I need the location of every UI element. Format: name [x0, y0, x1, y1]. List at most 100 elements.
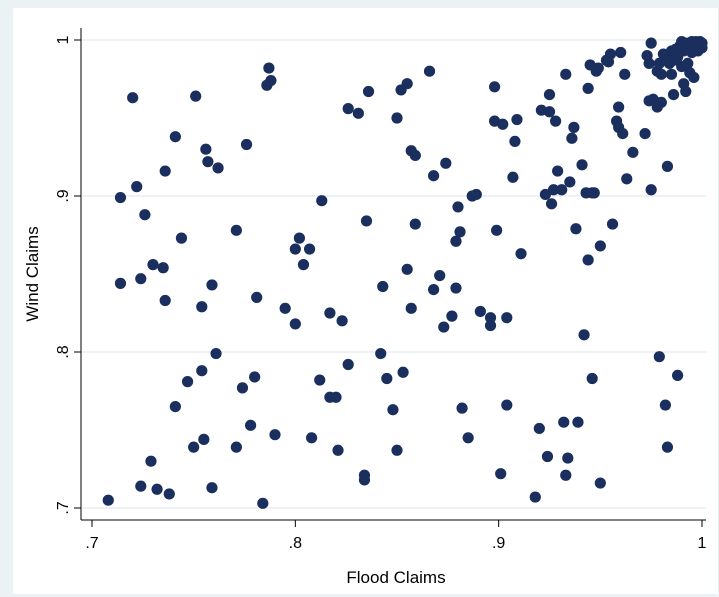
data-point — [552, 165, 564, 177]
data-point — [497, 118, 509, 130]
data-point — [572, 416, 584, 428]
data-point — [236, 382, 249, 394]
data-point — [147, 259, 159, 271]
data-point — [423, 65, 436, 77]
data-point — [360, 215, 373, 227]
data-point — [491, 224, 503, 236]
data-point — [196, 365, 208, 377]
data-point — [515, 248, 527, 260]
data-point — [387, 404, 399, 416]
y-tick-label: .8 — [55, 345, 72, 358]
data-point — [202, 156, 214, 168]
data-point — [539, 188, 552, 201]
data-point — [263, 62, 275, 74]
data-point — [198, 433, 210, 445]
data-point — [151, 483, 163, 495]
data-point — [401, 78, 413, 90]
data-point — [289, 318, 301, 330]
data-point — [576, 159, 588, 171]
data-point — [446, 310, 458, 322]
data-point — [545, 198, 558, 210]
data-point — [594, 477, 606, 489]
x-tick-label: .9 — [492, 535, 505, 552]
data-point — [257, 497, 269, 509]
data-point — [564, 176, 576, 188]
data-point — [163, 488, 175, 500]
data-point — [391, 112, 403, 124]
data-point — [501, 312, 513, 324]
data-point — [507, 171, 519, 183]
data-point — [297, 259, 310, 271]
data-point — [529, 491, 541, 503]
data-point — [619, 68, 631, 80]
data-point — [190, 90, 202, 102]
data-point — [582, 82, 594, 94]
data-point — [352, 107, 364, 119]
data-point — [450, 282, 462, 294]
y-axis-title: Wind Claims — [23, 226, 42, 321]
data-point — [688, 71, 700, 84]
data-point — [265, 74, 277, 87]
data-point — [145, 455, 157, 467]
data-point — [169, 131, 181, 143]
data-point — [541, 450, 554, 463]
data-point — [131, 181, 143, 193]
data-point — [114, 191, 127, 204]
data-point — [405, 302, 417, 314]
data-point — [617, 128, 629, 140]
data-point — [533, 422, 545, 435]
data-point — [391, 444, 403, 456]
y-tick-label: .7 — [55, 501, 72, 514]
data-point — [594, 240, 606, 252]
data-point — [269, 429, 281, 441]
data-point — [210, 347, 222, 360]
data-point — [342, 103, 354, 115]
data-point — [206, 279, 218, 291]
data-point — [377, 280, 389, 293]
data-point — [428, 284, 440, 296]
y-tick-label: .9 — [55, 189, 72, 202]
data-point — [627, 146, 639, 158]
data-point — [560, 469, 572, 481]
data-point — [409, 149, 421, 162]
y-axis-ticks: .7 .8 .9 1 — [55, 35, 81, 515]
data-point — [181, 376, 194, 388]
data-point — [409, 218, 421, 230]
data-point — [135, 480, 147, 492]
data-point — [665, 68, 678, 80]
data-point — [159, 294, 171, 307]
data-point — [556, 184, 568, 196]
data-point — [245, 419, 257, 431]
data-point — [615, 46, 627, 59]
data-point — [501, 399, 513, 411]
data-point — [613, 101, 625, 113]
data-point — [550, 115, 562, 127]
data-point — [667, 89, 680, 101]
data-point — [645, 37, 657, 49]
data-point — [645, 184, 657, 196]
data-point — [470, 188, 482, 201]
y-tick-label: 1 — [55, 35, 72, 44]
data-point — [653, 351, 665, 363]
data-point — [484, 312, 497, 324]
data-point — [682, 57, 694, 69]
data-point — [578, 329, 590, 341]
data-point — [680, 85, 692, 98]
data-point — [547, 184, 560, 196]
data-point — [489, 81, 501, 93]
data-point — [560, 68, 572, 80]
data-point — [212, 162, 224, 174]
data-points — [102, 35, 708, 509]
data-point — [474, 305, 486, 318]
data-point — [314, 374, 326, 386]
data-point — [604, 48, 617, 60]
data-point — [655, 96, 667, 108]
data-point — [643, 57, 655, 69]
data-point — [509, 135, 521, 147]
data-point — [661, 160, 674, 172]
x-tick-label: .8 — [289, 535, 302, 552]
data-point — [456, 402, 468, 414]
data-point — [434, 269, 446, 282]
plot-area — [13, 8, 718, 594]
data-point — [200, 143, 212, 155]
